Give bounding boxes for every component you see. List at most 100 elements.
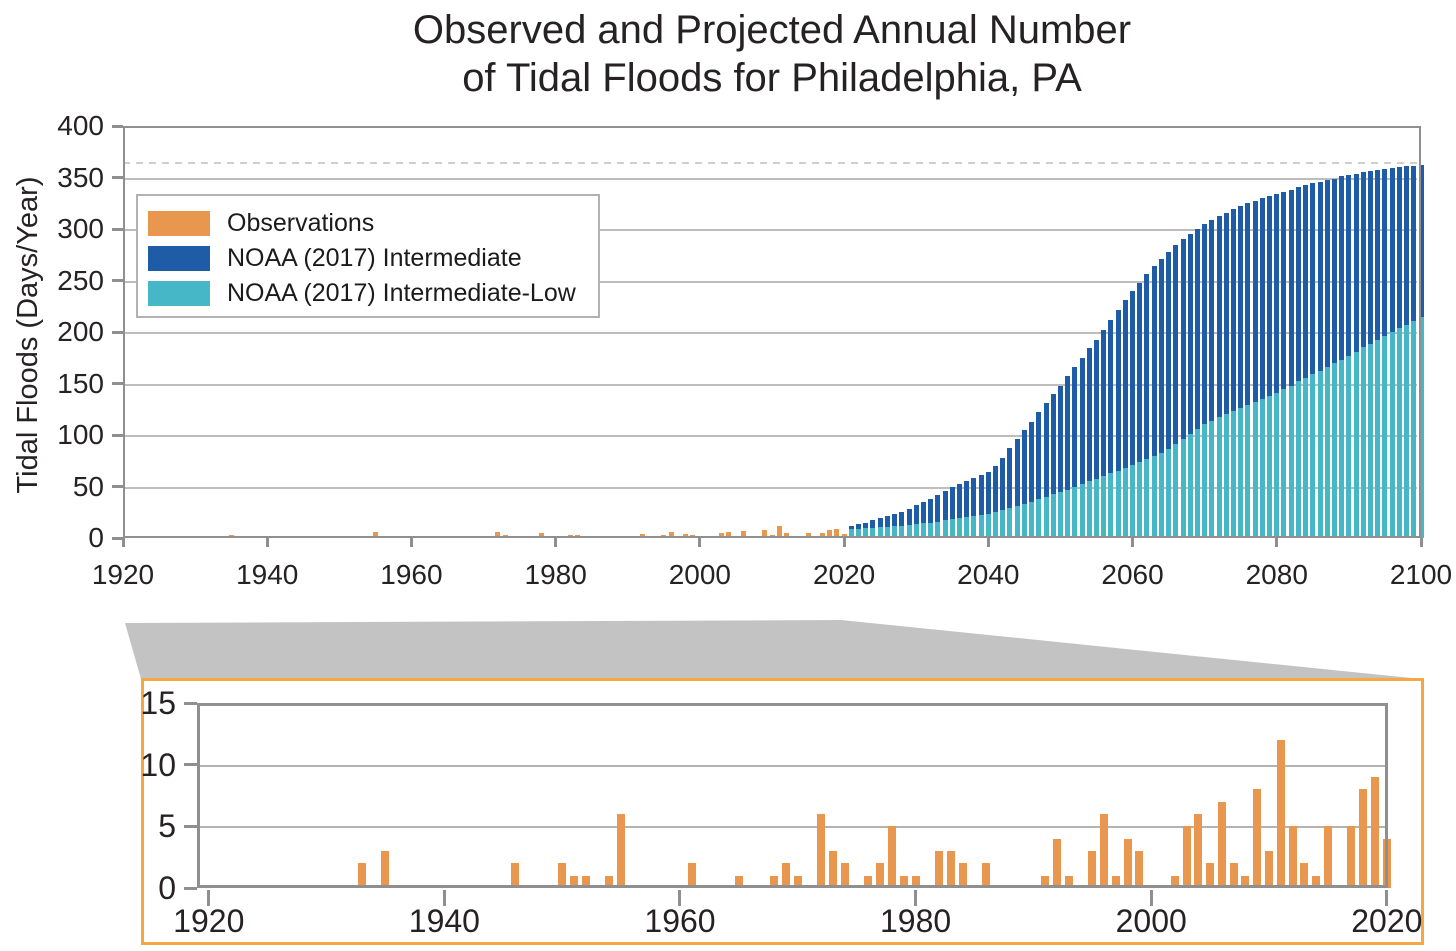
inset-observation-bar-1977 <box>876 863 885 888</box>
inset-observation-bar-1935 <box>381 851 390 888</box>
intermediate-low-bar-2024 <box>870 527 876 538</box>
observation-bar-1952 <box>351 536 357 538</box>
y-tick-250 <box>112 279 123 282</box>
intermediate-bar-2086 <box>1317 181 1323 538</box>
intermediate-bar-2088 <box>1331 178 1337 538</box>
intermediate-bar-2071 <box>1209 219 1215 538</box>
inset-observation-bar-2013 <box>1300 863 1309 888</box>
intermediate-bar-2036 <box>956 484 962 538</box>
y-tick-label-150: 150 <box>57 367 104 399</box>
inset-observation-bar-2012 <box>1288 826 1297 888</box>
intermediate-low-bar-2094 <box>1375 340 1381 538</box>
intermediate-low-bar-2095 <box>1382 336 1388 538</box>
intermediate-bar-2078 <box>1259 198 1265 538</box>
intermediate-low-bar-2049 <box>1050 493 1056 538</box>
intermediate-bar-2040 <box>985 472 991 538</box>
inset-x-tick-label-1980: 1980 <box>880 903 952 939</box>
x-tick-1920 <box>121 538 125 547</box>
inset-x-tick-label-1940: 1940 <box>408 903 480 939</box>
intermediate-low-bar-2025 <box>877 526 883 538</box>
intermediate-low-bar-2076 <box>1245 405 1251 538</box>
observation-bar-2018 <box>827 529 833 538</box>
intermediate-low-bar-2093 <box>1368 344 1374 538</box>
intermediate-bar-2077 <box>1252 201 1258 538</box>
intermediate-bar-2061 <box>1137 282 1143 538</box>
inset-observation-bar-1969 <box>782 863 791 888</box>
inset-observation-bar-1983 <box>946 851 955 888</box>
intermediate-bar-2043 <box>1007 448 1013 538</box>
observation-bar-1992 <box>639 533 645 538</box>
intermediate-low-bar-2034 <box>942 520 948 538</box>
intermediate-low-bar-2100 <box>1418 316 1424 538</box>
intermediate-low-bar-2026 <box>884 526 890 538</box>
observation-bar-1955 <box>372 531 378 538</box>
observation-bar-2005 <box>733 535 739 538</box>
y-tick-label-50: 50 <box>72 470 104 502</box>
observation-bar-2002 <box>711 536 717 538</box>
intermediate-bar-2083 <box>1295 186 1301 538</box>
intermediate-bar-2038 <box>971 478 977 538</box>
intermediate-bar-2062 <box>1144 274 1150 538</box>
intermediate-bar-2058 <box>1115 310 1121 538</box>
y-tick-300 <box>112 227 123 231</box>
intermediate-bar-2048 <box>1043 403 1049 538</box>
intermediate-low-bar-2027 <box>892 525 898 538</box>
x-tick-label-2000: 2000 <box>668 559 732 590</box>
intermediate-bar-2047 <box>1036 412 1042 538</box>
observation-bar-1973 <box>502 534 508 538</box>
inset-observation-bar-1955 <box>617 814 626 888</box>
inset-observation-bar-1986 <box>982 863 991 888</box>
observation-bar-2013 <box>791 535 797 538</box>
x-tick-label-2080: 2080 <box>1245 559 1308 590</box>
inset-observation-bar-2014 <box>1312 875 1321 888</box>
x-tick-label-1960: 1960 <box>380 559 443 590</box>
intermediate-bar-2035 <box>949 486 955 538</box>
inset-observation-bar-2007 <box>1229 863 1238 888</box>
intermediate-bar-2075 <box>1238 206 1244 538</box>
legend-swatch-2 <box>148 280 210 306</box>
observation-bar-2014 <box>798 536 804 538</box>
inset-observation-bar-2018 <box>1359 789 1368 888</box>
intermediate-low-bar-2069 <box>1194 428 1200 538</box>
inset-observation-bar-2009 <box>1253 789 1262 888</box>
intermediate-low-bar-2052 <box>1072 486 1078 538</box>
inset-observation-bar-2008 <box>1241 875 1250 888</box>
legend: Observations NOAA (2017) Intermediate NOAA… <box>136 194 600 318</box>
intermediate-bar-2028 <box>899 512 905 538</box>
y-tick-200 <box>112 330 123 334</box>
intermediate-low-bar-2056 <box>1101 476 1107 538</box>
intermediate-low-bar-2070 <box>1202 423 1208 538</box>
intermediate-low-bar-2062 <box>1144 458 1150 538</box>
intermediate-low-bar-2021 <box>848 528 854 538</box>
intermediate-low-bar-2022 <box>856 528 862 538</box>
observation-bar-1977 <box>531 535 537 538</box>
intermediate-bar-2056 <box>1101 329 1107 538</box>
intermediate-low-bar-2043 <box>1007 508 1013 538</box>
inset-gridline-5 <box>197 826 1388 829</box>
inset-observation-bar-2015 <box>1323 826 1332 888</box>
inset-observation-bar-1991 <box>1041 875 1050 888</box>
intermediate-low-bar-2051 <box>1065 489 1071 538</box>
observation-bar-2019 <box>834 528 840 538</box>
inset-observation-bar-1952 <box>581 875 590 888</box>
inset-x-tick-1940 <box>442 890 446 906</box>
intermediate-low-bar-2059 <box>1122 467 1128 538</box>
observation-bar-2011 <box>776 525 782 538</box>
inset-observation-bar-1961 <box>687 863 696 888</box>
intermediate-bar-2069 <box>1194 229 1200 538</box>
intermediate-bar-2057 <box>1108 319 1114 538</box>
inset-observation-bar-1954 <box>605 875 614 888</box>
inset-observation-bar-2019 <box>1371 777 1380 888</box>
intermediate-low-bar-2050 <box>1057 491 1063 538</box>
y-tick-50 <box>112 485 123 488</box>
inset-x-tick-1960 <box>678 890 682 906</box>
x-tick-label-1940: 1940 <box>236 559 299 590</box>
inset-x-tick-label-2020: 2020 <box>1351 903 1423 939</box>
inset-x-tick-label-1960: 1960 <box>644 903 716 939</box>
observation-bar-1951 <box>344 536 350 538</box>
intermediate-bar-2054 <box>1086 348 1092 538</box>
x-tick-2100 <box>1419 538 1423 547</box>
intermediate-low-bar-2083 <box>1295 381 1301 538</box>
inset-y-tick-5 <box>184 824 197 828</box>
